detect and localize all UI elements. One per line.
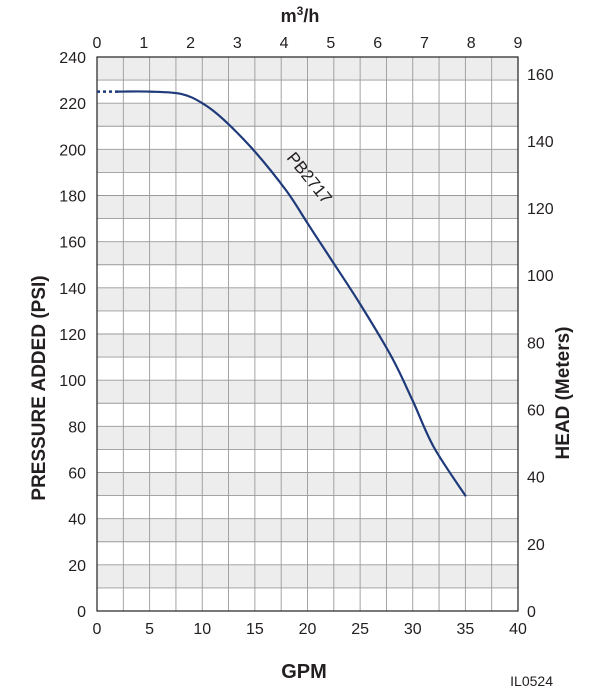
x-tick-label: 5 [145,621,154,638]
x-tick-label: 15 [246,621,264,638]
right-y-tick-label: 160 [527,67,554,84]
right-y-tick-label: 60 [527,403,545,420]
x-tick-label: 25 [351,621,369,638]
top-x-tick-label: 6 [373,35,382,52]
right-y-tick-label: 20 [527,537,545,554]
y-tick-label: 180 [59,189,86,206]
plot-frame [96,56,519,612]
top-x-tick-label: 5 [326,35,335,52]
top-x-tick-label: 0 [93,35,102,52]
top-x-tick-label: 2 [186,35,195,52]
top-x-tick-label: 7 [420,35,429,52]
left-axis-ticks: 0 20 40 60 80 100 120 140 160 180 200 220 240 [59,50,86,621]
x-tick-label: 20 [299,621,317,638]
right-y-tick-label: 140 [527,134,554,151]
y-tick-label: 140 [59,281,86,298]
x-tick-label: 35 [456,621,474,638]
y-tick-label: 60 [68,466,86,483]
series-line [116,90,467,497]
top-x-tick-label: 8 [467,35,476,52]
bottom-axis-ticks: 0 5 10 15 20 25 30 35 40 [93,621,527,638]
y-tick-label: 220 [59,96,86,113]
top-x-tick-label: 3 [233,35,242,52]
right-y-tick-label: 80 [527,335,545,352]
y-tick-label: 20 [68,558,86,575]
x-tick-label: 10 [193,621,211,638]
y-tick-label: 160 [59,235,86,252]
x-tick-label: 40 [509,621,527,638]
y-axis-title: PRESSURE ADDED (PSI) [29,275,50,500]
right-y-axis-title: HEAD (Meters) [553,326,574,459]
right-y-tick-label: 120 [527,201,554,218]
y-tick-label: 100 [59,373,86,390]
top-axis-ticks: 0 1 2 3 4 5 6 7 8 9 [93,35,523,52]
x-tick-label: 30 [404,621,422,638]
x-tick-label: 0 [93,621,102,638]
right-y-tick-label: 0 [527,604,536,621]
figure-id: IL0524 [510,673,553,689]
y-tick-label: 120 [59,327,86,344]
right-y-tick-label: 40 [527,470,545,487]
right-y-tick-label: 100 [527,268,554,285]
y-tick-label: 80 [68,419,86,436]
top-axis-title: m3/h [281,4,320,26]
x-axis-title: GPM [281,661,327,683]
y-tick-label: 0 [77,604,86,621]
y-tick-label: 240 [59,50,86,67]
top-x-tick-label: 9 [514,35,523,52]
top-x-tick-label: 4 [280,35,289,52]
y-tick-label: 40 [68,512,86,529]
right-axis-ticks: 0 20 40 60 80 100 120 140 160 [527,67,554,621]
top-x-tick-label: 1 [139,35,148,52]
y-tick-label: 200 [59,142,86,159]
